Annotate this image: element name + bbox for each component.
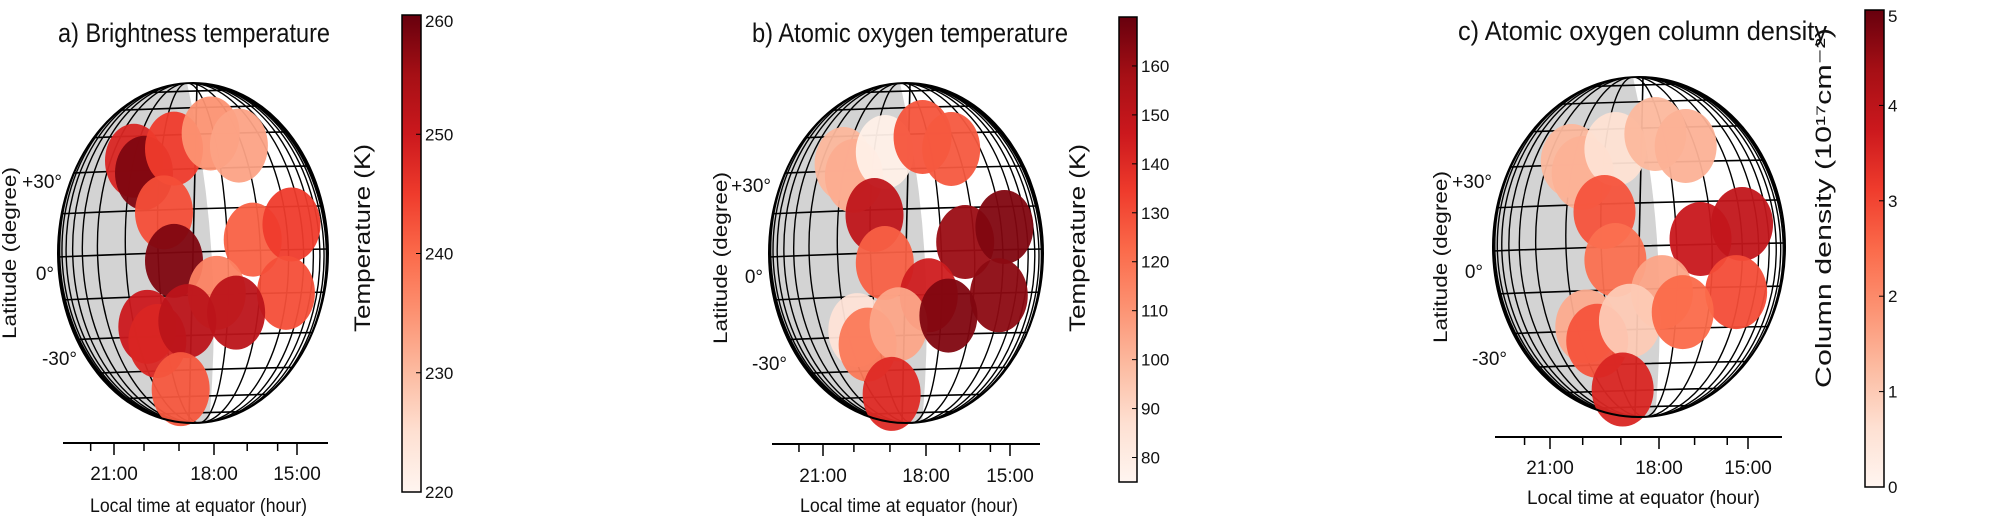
x-tick-label: 18:00 bbox=[902, 466, 950, 487]
colorbar-tick-label: 90 bbox=[1141, 400, 1160, 419]
colorbar-tick-label: 2 bbox=[1888, 287, 1897, 306]
globe-outline bbox=[1492, 76, 1786, 418]
footprint bbox=[1584, 223, 1647, 297]
footprint bbox=[869, 287, 928, 362]
colorbar-tick-label: 220 bbox=[425, 483, 453, 502]
footprint bbox=[151, 352, 210, 427]
footprint bbox=[1651, 275, 1714, 350]
footprint bbox=[1598, 283, 1661, 358]
y-tick-label: 0° bbox=[36, 264, 54, 285]
colorbar: 0 1 2 3 4 5 bbox=[1864, 7, 1897, 497]
chart-title: a) Brightness temperature bbox=[58, 18, 330, 48]
colorbar-label: Temperature (K) bbox=[350, 144, 375, 332]
chart-title: b) Atomic oxygen temperature bbox=[752, 18, 1068, 48]
y-tick-label: +30° bbox=[731, 176, 771, 197]
x-tick-label: 21:00 bbox=[1526, 458, 1574, 479]
colorbar-scale bbox=[1118, 16, 1138, 483]
x-tick-label: 18:00 bbox=[1635, 458, 1683, 479]
y-axis-label: Latitude (degree) bbox=[1431, 171, 1452, 343]
colorbar-tick-label: 120 bbox=[1141, 253, 1169, 272]
footprint bbox=[1705, 255, 1768, 330]
panel-a: a) Brightness temperature +30° 0° -30° L… bbox=[0, 12, 453, 517]
footprint bbox=[1654, 109, 1717, 183]
footprint bbox=[862, 356, 921, 431]
globe-plot bbox=[1492, 76, 1786, 449]
footprint bbox=[145, 223, 203, 298]
colorbar-tick-label: 150 bbox=[1141, 106, 1169, 125]
colorbar-tick-label: 0 bbox=[1888, 478, 1897, 497]
colorbar-tick-label: 160 bbox=[1141, 57, 1169, 76]
colorbar-label: Column density (10¹⁷cm⁻²) bbox=[1811, 28, 1836, 388]
footprint bbox=[256, 255, 315, 330]
colorbar-label: Temperature (K) bbox=[1065, 144, 1090, 332]
footprint bbox=[262, 187, 321, 262]
y-tick-label: -30° bbox=[42, 349, 77, 370]
x-tick-label: 15:00 bbox=[1724, 458, 1772, 479]
x-axis-label: Local time at equator (hour) bbox=[1527, 488, 1760, 509]
colorbar-scale bbox=[1864, 9, 1885, 488]
y-tick-label: -30° bbox=[752, 354, 787, 375]
footprint bbox=[975, 190, 1034, 264]
x-tick-label: 21:00 bbox=[90, 464, 138, 485]
colorbar-tick-label: 5 bbox=[1888, 7, 1897, 26]
panel-c: c) Atomic oxygen column density +30° 0° … bbox=[1431, 7, 1897, 509]
x-axis-label: Local time at equator (hour) bbox=[90, 496, 307, 517]
x-tick-label: 18:00 bbox=[190, 464, 238, 485]
colorbar-tick-label: 260 bbox=[425, 12, 453, 31]
footprint bbox=[209, 108, 268, 183]
y-axis-label: Latitude (degree) bbox=[711, 172, 732, 344]
colorbar: 220 230 240 250 260 bbox=[401, 12, 453, 502]
colorbar-tick-label: 80 bbox=[1141, 449, 1160, 468]
footprint bbox=[919, 278, 978, 353]
colorbar-tick-label: 230 bbox=[425, 364, 453, 383]
y-tick-label: +30° bbox=[1452, 172, 1492, 193]
chart-title: c) Atomic oxygen column density bbox=[1458, 16, 1827, 46]
y-tick-label: +30° bbox=[22, 172, 62, 193]
colorbar-tick-label: 240 bbox=[425, 245, 453, 264]
globe-outline bbox=[768, 82, 1044, 424]
x-tick-label: 15:00 bbox=[986, 466, 1034, 487]
y-axis-label: Latitude (degree) bbox=[0, 167, 21, 339]
colorbar-tick-label: 100 bbox=[1141, 351, 1169, 370]
colorbar-tick-label: 4 bbox=[1888, 96, 1897, 115]
colorbar-tick-label: 110 bbox=[1141, 302, 1168, 321]
x-axis-label: Local time at equator (hour) bbox=[800, 496, 1018, 517]
colorbar-tick-label: 3 bbox=[1888, 192, 1897, 211]
footprint bbox=[158, 284, 217, 359]
panel-b: b) Atomic oxygen temperature +30° 0° -30… bbox=[711, 16, 1169, 517]
x-tick-label: 21:00 bbox=[799, 466, 847, 487]
colorbar-tick-label: 1 bbox=[1888, 383, 1897, 402]
y-tick-label: 0° bbox=[1465, 262, 1483, 283]
colorbar-tick-label: 130 bbox=[1141, 204, 1169, 223]
colorbar-tick-label: 250 bbox=[425, 125, 453, 144]
x-tick-label: 15:00 bbox=[273, 464, 321, 485]
globe-outline bbox=[57, 82, 329, 424]
y-tick-label: 0° bbox=[745, 267, 763, 288]
footprint bbox=[969, 258, 1028, 333]
colorbar-tick-label: 140 bbox=[1141, 155, 1169, 174]
globe-plot bbox=[768, 82, 1044, 456]
globe-plot bbox=[57, 82, 329, 455]
footprint bbox=[207, 275, 266, 350]
footprint bbox=[1711, 187, 1774, 261]
footprint bbox=[855, 226, 914, 300]
footprint bbox=[922, 112, 981, 186]
colorbar: 80 90 100 110 120 130 140 150 160 bbox=[1118, 16, 1169, 483]
y-tick-label: -30° bbox=[1472, 349, 1507, 370]
footprint bbox=[1591, 352, 1654, 427]
